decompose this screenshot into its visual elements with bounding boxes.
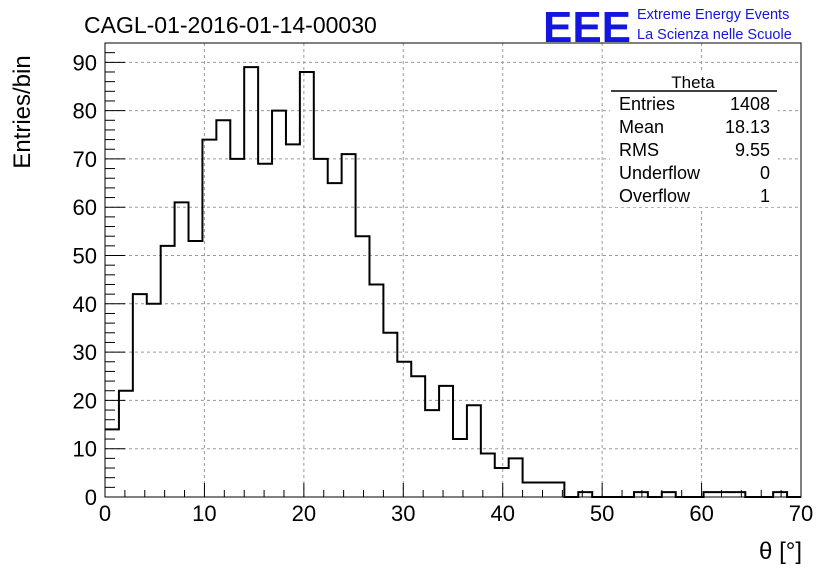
histogram-bin	[189, 241, 203, 497]
histogram-bin	[453, 439, 467, 497]
y-tick-label: 30	[73, 340, 97, 365]
histogram-bin	[161, 246, 175, 497]
histogram-bin	[258, 164, 272, 497]
x-tick-label: 0	[99, 501, 111, 526]
y-tick-label: 70	[73, 147, 97, 172]
stats-row-label: Underflow	[619, 163, 701, 183]
stats-box-title: Theta	[671, 73, 715, 92]
stats-row-label: RMS	[619, 140, 659, 160]
histogram-bin	[314, 159, 328, 497]
run-title: CAGL-01-2016-01-14-00030	[84, 12, 377, 38]
eee-logo: EEE Extreme Energy Events La Scienza nel…	[543, 3, 792, 52]
stats-rows: Entries 1408 Mean 18.13 RMS 9.55 Underflow 0 Ove…	[619, 94, 770, 206]
stats-row-value: 0	[760, 163, 770, 183]
stats-row-label: Overflow	[619, 186, 691, 206]
histogram-bin	[342, 154, 356, 497]
histogram-bin	[272, 111, 286, 497]
histogram-bin	[119, 391, 133, 497]
y-tick-label: 90	[73, 50, 97, 75]
stats-row-label: Entries	[619, 94, 675, 114]
histogram-bin	[467, 405, 481, 497]
stats-row-value: 1	[760, 186, 770, 206]
histogram-bin	[244, 67, 258, 497]
stats-row-value: 9.55	[735, 140, 770, 160]
histogram-bin	[383, 333, 397, 497]
x-tick-labels: 0 10 20 30 40 50 60 70	[99, 501, 813, 526]
plot-frame	[104, 42, 802, 498]
x-tick-label: 20	[292, 501, 316, 526]
project-subtitle: La Scienza nelle Scuole	[637, 27, 792, 43]
histogram-bin	[425, 410, 439, 497]
stats-row-value: 18.13	[725, 117, 770, 137]
histogram-bin	[356, 236, 370, 497]
histogram-bin	[369, 284, 383, 497]
histogram-bin	[495, 468, 509, 497]
histogram-bin	[439, 386, 453, 497]
histogram-bin	[286, 144, 300, 497]
x-tick-label: 40	[490, 501, 514, 526]
histogram-bin	[175, 202, 189, 497]
stats-box: Theta Entries 1408 Mean 18.13 RMS 9.55 Underfl…	[610, 73, 778, 207]
y-tick-label: 80	[73, 99, 97, 124]
y-tick-label: 40	[73, 292, 97, 317]
histogram-bin	[537, 483, 551, 497]
histogram-bin	[509, 458, 523, 497]
y-axis-label: Entries/bin	[9, 55, 36, 168]
histogram-bin	[411, 376, 425, 497]
x-tick-label: 50	[590, 501, 614, 526]
histogram-bin	[328, 183, 342, 497]
eee-logo-letters: EEE	[543, 3, 631, 52]
stats-box-background	[610, 73, 778, 207]
histogram-bin	[230, 159, 244, 497]
histogram-bin	[216, 120, 230, 497]
y-tick-label: 60	[73, 195, 97, 220]
histogram-bin	[300, 72, 314, 497]
y-tick-label: 20	[73, 388, 97, 413]
histogram-bin	[202, 140, 216, 497]
project-name: Extreme Energy Events	[637, 7, 789, 23]
stats-row-value: 1408	[730, 94, 770, 114]
x-axis-label: θ [°]	[759, 538, 802, 565]
x-tick-label: 30	[391, 501, 415, 526]
y-tick-label: 0	[85, 485, 97, 510]
histogram-bin	[133, 294, 147, 497]
y-tick-label: 50	[73, 244, 97, 269]
x-tick-label: 70	[789, 501, 813, 526]
x-tick-label: 60	[689, 501, 713, 526]
x-tick-label: 10	[192, 501, 216, 526]
histogram-bin	[147, 304, 161, 497]
y-tick-label: 10	[73, 437, 97, 462]
stats-row-label: Mean	[619, 117, 664, 137]
histogram-bin	[397, 362, 411, 497]
axis-ticks	[104, 42, 802, 498]
histogram-bin	[523, 483, 537, 497]
y-tick-labels: 0 10 20 30 40 50 60 70 80 90	[73, 50, 97, 510]
